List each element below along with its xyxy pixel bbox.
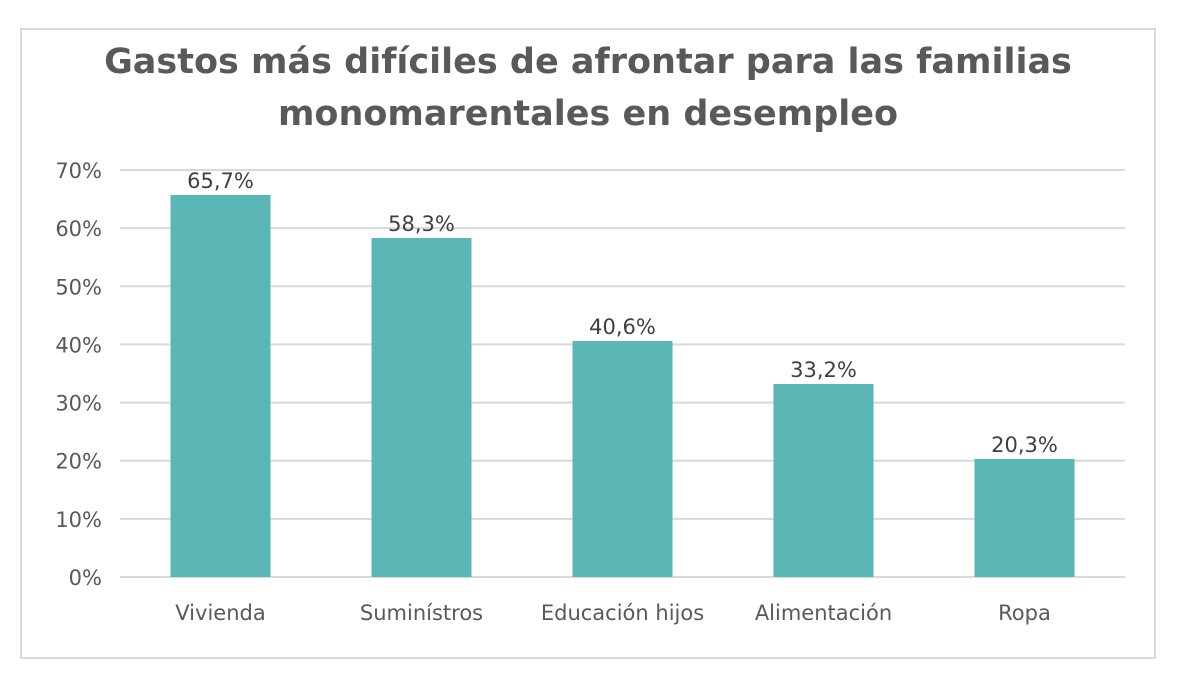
data-label: 58,3% [388, 212, 455, 236]
y-tick-label: 70% [55, 159, 102, 183]
data-label: 20,3% [991, 433, 1058, 457]
data-label: 65,7% [187, 169, 254, 193]
y-tick-label: 50% [55, 275, 102, 299]
y-tick-label: 40% [55, 333, 102, 357]
y-tick-label: 0% [69, 566, 102, 590]
bar [974, 458, 1075, 577]
bar [773, 383, 874, 577]
x-tick-label: Alimentación [755, 601, 892, 625]
x-tick-label: Ropa [998, 601, 1051, 625]
data-label: 33,2% [790, 358, 857, 382]
chart-frame [20, 28, 1156, 659]
x-tick-label: Suminístros [360, 601, 483, 625]
bar [170, 195, 271, 577]
y-tick-label: 10% [55, 508, 102, 532]
data-label: 40,6% [589, 315, 656, 339]
y-tick-label: 30% [55, 392, 102, 416]
chart-title: Gastos más difíciles de afrontar para la… [104, 42, 1072, 134]
y-tick-label: 20% [55, 450, 102, 474]
y-tick-label: 60% [55, 217, 102, 241]
x-tick-label: Vivienda [175, 601, 265, 625]
x-tick-label: Educación hijos [541, 601, 704, 625]
bar [572, 340, 673, 577]
bar [371, 238, 472, 577]
